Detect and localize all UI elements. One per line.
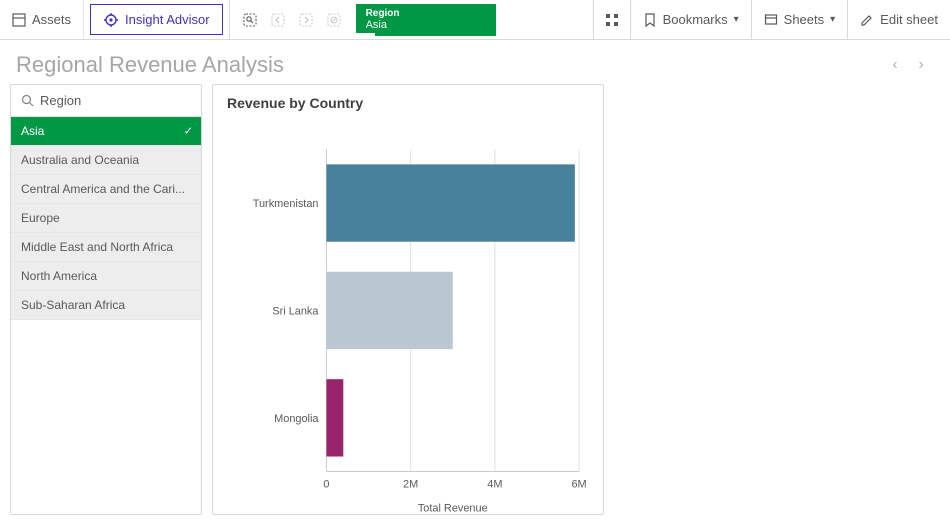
selection-fill-bar	[356, 33, 376, 36]
toolbar-right: Bookmarks ▾ Sheets ▾ Edit sheet	[593, 0, 950, 39]
svg-text:Total Revenue: Total Revenue	[418, 502, 488, 514]
filter-item[interactable]: Europe	[11, 204, 201, 233]
svg-text:Mongolia: Mongolia	[274, 413, 319, 425]
insight-advisor-button[interactable]: Insight Advisor	[90, 4, 223, 35]
sheet-body: Region AsiaAustralia and OceaniaCentral …	[0, 84, 950, 525]
bookmark-icon	[643, 13, 657, 27]
bookmarks-label: Bookmarks	[663, 12, 728, 27]
filter-item[interactable]: Central America and the Cari...	[11, 175, 201, 204]
title-row: Regional Revenue Analysis ‹ ›	[0, 40, 950, 84]
svg-text:0: 0	[323, 478, 329, 490]
selection-value: Asia	[366, 19, 486, 31]
filter-item[interactable]: Australia and Oceania	[11, 146, 201, 175]
chart-title: Revenue by Country	[227, 95, 589, 111]
assets-button[interactable]: Assets	[0, 0, 84, 39]
selection-tool-group	[230, 0, 354, 39]
sheets-label: Sheets	[784, 12, 824, 27]
prev-sheet-button[interactable]: ‹	[882, 52, 908, 78]
selections-tool-button[interactable]	[593, 0, 630, 39]
step-back-icon	[270, 12, 286, 28]
smart-search-icon	[242, 12, 258, 28]
filter-item[interactable]: North America	[11, 262, 201, 291]
insight-icon	[103, 12, 119, 28]
selection-pill-region[interactable]: Region Asia	[356, 4, 496, 36]
top-toolbar: Assets Insight Advisor Region Asia Bookm…	[0, 0, 950, 40]
filter-header[interactable]: Region	[11, 85, 201, 117]
clear-selections-button[interactable]	[322, 8, 346, 32]
step-forward-icon	[298, 12, 314, 28]
step-forward-button[interactable]	[294, 8, 318, 32]
chart-card-revenue-by-country: Revenue by Country 0 2M 4M 6M Turkmenistan Sr…	[212, 84, 604, 515]
chart-area[interactable]: 0 2M 4M 6M Turkmenistan Sri Lanka Mongolia Tota…	[227, 117, 589, 520]
toolbar-spacer	[498, 0, 593, 39]
filter-item[interactable]: Sub-Saharan Africa	[11, 291, 201, 320]
edit-sheet-button[interactable]: Edit sheet	[847, 0, 950, 39]
svg-text:4M: 4M	[487, 478, 502, 490]
chevron-down-icon: ▾	[830, 14, 835, 25]
edit-icon	[860, 13, 874, 27]
svg-text:Sri Lanka: Sri Lanka	[272, 305, 319, 317]
search-icon	[21, 94, 34, 107]
assets-label: Assets	[32, 12, 71, 27]
bookmarks-button[interactable]: Bookmarks ▾	[630, 0, 751, 39]
sheets-icon	[764, 13, 778, 27]
bar-chart-svg: 0 2M 4M 6M Turkmenistan Sri Lanka Mongolia Tota…	[227, 117, 589, 520]
page-title: Regional Revenue Analysis	[16, 52, 882, 78]
clear-selections-icon	[326, 12, 342, 28]
filter-list: AsiaAustralia and OceaniaCentral America…	[11, 117, 201, 320]
edit-label: Edit sheet	[880, 12, 938, 27]
chevron-down-icon: ▾	[734, 14, 739, 25]
selections-grid-icon	[604, 12, 620, 28]
sheets-button[interactable]: Sheets ▾	[751, 0, 848, 39]
svg-text:6M: 6M	[571, 478, 586, 490]
filter-pane-region: Region AsiaAustralia and OceaniaCentral …	[10, 84, 202, 515]
filter-field-label: Region	[40, 93, 81, 108]
step-back-button[interactable]	[266, 8, 290, 32]
filter-item[interactable]: Middle East and North Africa	[11, 233, 201, 262]
next-sheet-button[interactable]: ›	[908, 52, 934, 78]
assets-icon	[12, 13, 26, 27]
smart-search-button[interactable]	[238, 8, 262, 32]
svg-text:Turkmenistan: Turkmenistan	[253, 198, 319, 210]
svg-text:2M: 2M	[403, 478, 418, 490]
filter-item[interactable]: Asia	[11, 117, 201, 146]
insight-label: Insight Advisor	[125, 12, 210, 27]
selection-field: Region	[366, 8, 486, 19]
